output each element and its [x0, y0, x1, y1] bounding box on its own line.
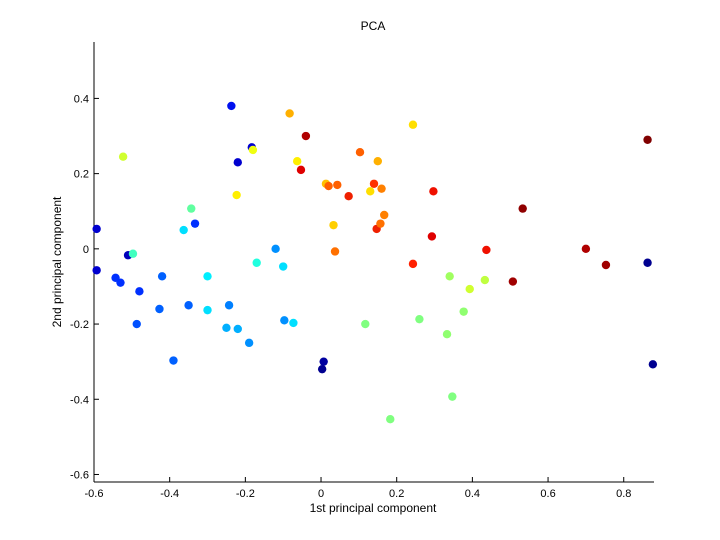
data-point	[508, 277, 518, 286]
data-point	[408, 259, 418, 269]
data-point	[376, 219, 385, 228]
x-tick-label: 0.2	[389, 488, 404, 500]
data-point	[355, 147, 365, 157]
x-axis-label: 1st principal component	[310, 501, 437, 515]
x-tick-label: -0.6	[85, 488, 104, 500]
data-point	[377, 184, 386, 193]
y-axis-label: 2nd principal component	[50, 196, 64, 327]
data-point	[278, 262, 288, 271]
data-point	[643, 135, 652, 144]
x-tick-label: 0	[318, 488, 324, 500]
data-point	[252, 258, 261, 267]
data-point	[330, 247, 340, 256]
axes: -0.6 -0.4 -0.2 0 0.2 0.4 0.6 0.8 -0.6 -0.4 -0.2 0 0.…	[70, 42, 654, 500]
data-point	[482, 245, 491, 255]
data-point	[227, 101, 236, 111]
chart-title: PCA	[361, 19, 386, 33]
data-point	[361, 319, 370, 329]
y-tick-label: -0.2	[70, 319, 89, 331]
y-tick-label: 0.4	[74, 93, 89, 105]
data-point	[248, 145, 258, 155]
data-point	[132, 319, 141, 329]
data-point	[179, 225, 188, 235]
data-point	[289, 318, 298, 328]
data-point	[408, 120, 418, 129]
data-point	[244, 338, 254, 348]
y-tick-label: 0.2	[74, 169, 89, 181]
data-point	[222, 323, 231, 333]
data-point	[169, 356, 178, 365]
data-point	[233, 158, 242, 167]
x-tick-label: 0.6	[540, 488, 555, 500]
data-point	[427, 232, 437, 241]
data-point	[118, 152, 128, 161]
x-tick-label: -0.2	[236, 488, 255, 500]
data-point	[233, 324, 242, 334]
data-point	[480, 275, 490, 285]
data-point	[135, 287, 144, 296]
data-point	[224, 301, 234, 310]
data-point	[157, 272, 167, 281]
data-point	[296, 165, 306, 175]
data-point	[648, 360, 658, 369]
data-point	[292, 157, 302, 166]
data-points	[92, 101, 658, 424]
data-point	[190, 219, 200, 228]
data-point	[415, 314, 424, 324]
data-point	[203, 305, 212, 315]
data-point	[285, 109, 294, 118]
data-point	[319, 357, 328, 366]
data-point	[232, 190, 241, 200]
data-point	[581, 244, 591, 254]
data-point	[92, 224, 101, 234]
data-point	[601, 260, 611, 270]
x-tick-label: 0.8	[616, 488, 631, 500]
data-point	[518, 204, 527, 213]
data-point	[203, 272, 212, 281]
data-point	[344, 191, 353, 201]
data-point	[301, 131, 311, 141]
data-point	[643, 258, 652, 267]
x-tick-label: -0.4	[160, 488, 179, 500]
data-point	[442, 330, 452, 339]
data-point	[280, 316, 289, 325]
y-tick-label: 0	[83, 244, 89, 256]
data-point	[317, 364, 327, 374]
data-point	[465, 284, 474, 294]
data-point	[128, 249, 138, 258]
data-point	[324, 181, 333, 191]
data-point	[429, 187, 438, 196]
data-point	[92, 266, 101, 275]
data-point	[445, 272, 454, 281]
data-point	[369, 179, 379, 188]
data-point	[380, 210, 389, 220]
data-point	[373, 157, 382, 166]
data-point	[155, 304, 164, 314]
y-tick-label: -0.6	[70, 469, 89, 481]
data-point	[187, 204, 196, 213]
data-point	[116, 278, 125, 287]
data-point	[366, 187, 375, 196]
data-point	[459, 307, 468, 316]
x-tick-label: 0.4	[465, 488, 480, 500]
data-point	[271, 244, 280, 254]
data-point	[386, 414, 395, 424]
data-point	[333, 180, 342, 190]
data-point	[329, 220, 338, 230]
y-tick-label: -0.4	[70, 394, 89, 406]
data-point	[448, 392, 457, 401]
data-point	[184, 301, 193, 310]
